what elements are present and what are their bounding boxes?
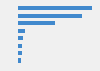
Bar xyxy=(18,14,82,18)
Bar xyxy=(18,29,25,33)
Bar xyxy=(18,21,55,25)
Bar xyxy=(18,36,23,40)
Bar xyxy=(18,6,92,10)
Bar xyxy=(18,58,21,62)
Bar xyxy=(18,44,22,48)
Bar xyxy=(18,51,22,55)
